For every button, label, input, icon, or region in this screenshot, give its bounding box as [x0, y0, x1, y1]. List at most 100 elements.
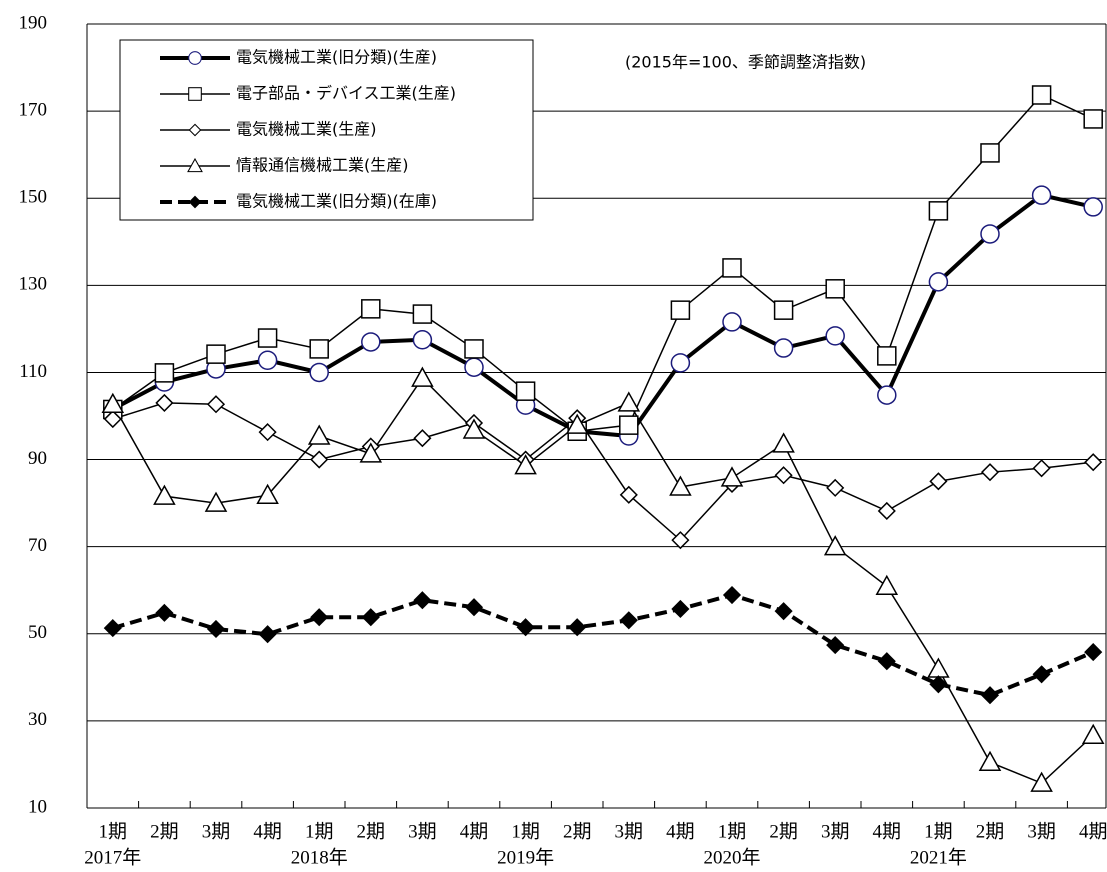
data-point — [309, 362, 329, 383]
x-tick-label: 3期 — [821, 820, 850, 842]
data-point — [877, 501, 896, 521]
data-point — [928, 272, 949, 292]
x-tick-label: 2期 — [769, 820, 798, 842]
data-point — [875, 574, 899, 596]
data-point — [462, 418, 486, 439]
data-point — [1083, 109, 1103, 129]
x-tick-label: 1期 — [305, 820, 334, 842]
data-point — [101, 392, 125, 413]
data-point — [154, 363, 175, 383]
x-tick-label: 4期 — [1079, 820, 1107, 842]
data-point — [774, 602, 793, 621]
series-line — [112, 376, 1094, 785]
data-point — [772, 432, 795, 453]
x-tick-label: 2期 — [357, 820, 386, 842]
x-group-label: 2017年 — [84, 846, 141, 868]
data-point — [980, 463, 1000, 482]
data-point — [257, 350, 278, 370]
x-group-label: 2021年 — [910, 846, 967, 868]
y-tick-label: 10 — [28, 796, 47, 817]
x-group-label: 2019年 — [497, 846, 554, 868]
data-point — [411, 366, 434, 387]
data-point — [155, 393, 174, 412]
x-tick-label: 4期 — [666, 820, 695, 842]
data-point — [928, 201, 949, 221]
data-point — [929, 472, 948, 491]
data-point — [671, 599, 690, 619]
data-point — [670, 300, 691, 320]
y-tick-label: 110 — [19, 361, 47, 382]
data-point — [825, 326, 845, 346]
y-tick-label: 50 — [28, 622, 47, 643]
series-line — [112, 592, 1094, 698]
x-tick-label: 1期 — [99, 820, 128, 842]
data-point — [1084, 643, 1103, 662]
legend-marker — [188, 123, 202, 137]
data-point — [1030, 771, 1053, 792]
data-point — [516, 618, 535, 637]
x-tick-label: 4期 — [460, 820, 489, 842]
data-point — [877, 652, 896, 671]
data-point — [1031, 85, 1052, 105]
data-point — [1083, 197, 1103, 217]
x-tick-label: 3期 — [1027, 820, 1056, 842]
data-point — [826, 478, 845, 497]
y-tick-label: 90 — [28, 448, 47, 469]
data-point — [722, 258, 742, 278]
y-tick-label: 170 — [19, 99, 48, 120]
data-point — [514, 454, 537, 475]
data-point — [257, 328, 278, 348]
data-point — [103, 409, 122, 429]
data-point — [515, 381, 536, 401]
data-point — [359, 442, 383, 463]
data-point — [464, 339, 484, 359]
legend-label: 情報通信機械工業(生産) — [236, 156, 409, 175]
x-tick-label: 1期 — [924, 820, 953, 842]
data-point — [464, 357, 484, 377]
data-point — [258, 423, 277, 442]
data-point — [206, 395, 226, 414]
data-point — [204, 491, 228, 512]
y-tick-label: 30 — [28, 709, 47, 730]
data-point — [307, 424, 331, 445]
data-point — [412, 304, 433, 324]
legend-marker — [188, 87, 202, 101]
legend-marker — [187, 157, 203, 173]
data-point — [310, 450, 329, 469]
data-point — [619, 485, 638, 504]
data-point — [1084, 453, 1103, 472]
data-point — [413, 591, 432, 610]
x-tick-label: 4期 — [253, 820, 282, 842]
legend-label: 電気機械工業(生産) — [236, 120, 377, 139]
legend-label: 電気機械工業(旧分類)(生産) — [236, 48, 437, 67]
data-point — [980, 686, 1000, 705]
data-point — [413, 429, 432, 448]
y-tick-label: 150 — [19, 187, 48, 208]
legend-marker — [188, 51, 202, 65]
data-point — [671, 531, 690, 550]
data-point — [877, 346, 897, 366]
data-point — [1031, 185, 1052, 205]
data-point — [722, 585, 742, 605]
y-tick-label: 190 — [19, 12, 48, 33]
data-point — [877, 385, 897, 405]
data-point — [720, 466, 744, 487]
data-point — [617, 391, 641, 412]
x-tick-label: 4期 — [873, 820, 902, 842]
data-point — [153, 484, 176, 505]
legend-label: 電気機械工業(旧分類)(在庫) — [236, 192, 437, 211]
data-point — [670, 353, 691, 373]
x-group-label: 2018年 — [291, 846, 348, 868]
data-point — [1032, 665, 1051, 684]
data-point — [361, 608, 380, 627]
data-point — [361, 332, 381, 352]
data-point — [980, 224, 1000, 244]
data-point — [206, 619, 226, 639]
data-point — [823, 535, 847, 556]
x-tick-label: 2期 — [563, 820, 592, 842]
data-point — [103, 619, 122, 638]
series-line — [112, 402, 1094, 542]
data-point — [1032, 459, 1051, 478]
legend: 電気機械工業(旧分類)(生産) 電子部品・デバイス工業(生産) 電気機械工業(生産)… — [119, 39, 534, 221]
